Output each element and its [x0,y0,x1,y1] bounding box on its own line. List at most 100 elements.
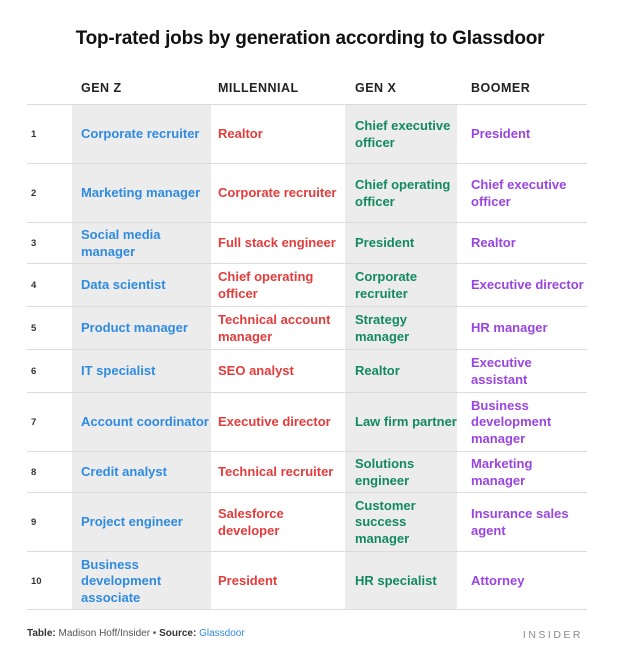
cell-genz-text: Data scientist [81,277,166,293]
cell-genz-text: Account coordinator [81,414,209,430]
footer-table-label: Table: [27,628,56,639]
cell-genz: Business development associate [81,552,211,611]
col-header-genx: GEN X [355,81,397,95]
cell-millennial: SEO analyst [218,350,348,393]
row-rank: 3 [31,237,37,249]
cell-genx: Chief executive officer [355,105,460,164]
cell-genz: Product manager [81,307,211,350]
table-row: 3 Social media manager Full stack engineer… [27,222,587,263]
cell-genx: Corporate recruiter [355,264,460,307]
cell-genx: Law firm partner [355,393,460,452]
row-rank: 9 [31,516,37,528]
row-rank: 4 [31,279,37,291]
cell-genz: Social media manager [81,223,211,264]
cell-millennial-text: Corporate recruiter [218,185,337,201]
table-row: 5 Product manager Technical account manage… [27,306,587,349]
cell-genz-text: Marketing manager [81,185,201,201]
cell-boomer-text: President [471,126,531,142]
table-row: 8 Credit analyst Technical recruiter Soluti… [27,451,587,492]
cell-genz: Marketing manager [81,164,211,223]
row-rank: 8 [31,466,37,478]
cell-genx-text: President [355,235,415,251]
footer-source-link[interactable]: Glassdoor [196,628,245,639]
cell-genx-text: Solutions engineer [355,456,415,488]
cell-genz: Credit analyst [81,452,211,493]
cell-genz-text: Project engineer [81,514,183,530]
column-shade-genz [72,104,211,610]
cell-genx: Solutions engineer [355,452,460,493]
cell-boomer: Executive director [471,264,586,307]
cell-boomer: HR manager [471,307,586,350]
cell-millennial-text: President [218,573,278,589]
cell-millennial-text: Executive director [218,414,331,430]
col-header-boomer: BOOMER [471,81,531,95]
cell-boomer-text: Business development manager [471,397,552,446]
row-rank: 2 [31,187,37,199]
cell-boomer-text: Realtor [471,235,516,251]
cell-boomer: Realtor [471,223,586,264]
cell-genx-text: Customer success manager [355,497,416,546]
table-row: 4 Data scientist Chief operating officer Co… [27,263,587,306]
cell-boomer: Chief executive officer [471,164,586,223]
row-rank: 1 [31,128,37,140]
cell-genz-text: Product manager [81,320,188,336]
cell-millennial: Technical recruiter [218,452,348,493]
cell-millennial-text: Technical account manager [218,312,331,344]
cell-millennial-text: Technical recruiter [218,464,334,480]
cell-genx: Customer success manager [355,493,460,552]
cell-genz: Corporate recruiter [81,105,211,164]
column-shade-genx [345,104,457,610]
cell-boomer-text: Chief executive officer [471,177,567,209]
cell-genx-text: HR specialist [355,573,437,589]
cell-genz: Project engineer [81,493,211,552]
cell-boomer-text: Insurance sales agent [471,506,569,538]
cell-boomer-text: Marketing manager [471,456,533,488]
cell-millennial: President [218,552,348,611]
row-rank: 6 [31,365,37,377]
row-rank: 10 [31,575,42,587]
cell-genx-text: Strategy manager [355,312,410,344]
cell-genz-text: IT specialist [81,363,156,379]
table-header-row: GEN Z MILLENNIAL GEN X BOOMER [27,73,587,103]
cell-millennial: Salesforce developer [218,493,348,552]
footer-table-credit: Madison Hoff/Insider • [55,628,160,639]
cell-genz: Data scientist [81,264,211,307]
cell-millennial: Technical account manager [218,307,348,350]
row-rank: 5 [31,322,37,334]
footer-source-label: Source: [159,628,197,639]
cell-boomer: Marketing manager [471,452,586,493]
cell-boomer: Executive assistant [471,350,586,393]
footer-credit: Table: Madison Hoff/Insider • Source: Gl… [27,628,245,639]
cell-boomer: Insurance sales agent [471,493,586,552]
col-header-genz: GEN Z [81,81,122,95]
cell-genx: Strategy manager [355,307,460,350]
cell-boomer-text: Executive assistant [471,355,532,387]
cell-genz: IT specialist [81,350,211,393]
table-row: 10 Business development associate Presiden… [27,551,587,610]
cell-genz-text: Business development associate [81,556,162,605]
cell-millennial-text: SEO analyst [218,363,294,379]
cell-genx: HR specialist [355,552,460,611]
cell-genx: Realtor [355,350,460,393]
table-row: 2 Marketing manager Corporate recruiter Chi… [27,163,587,222]
cell-boomer-text: Executive director [471,277,584,293]
cell-millennial-text: Salesforce developer [218,506,284,538]
cell-millennial: Corporate recruiter [218,164,348,223]
table-row: 6 IT specialist SEO analyst Realtor Executiv… [27,349,587,392]
cell-boomer: Attorney [471,552,586,611]
cell-millennial: Full stack engineer [218,223,348,264]
cell-genx: President [355,223,460,264]
cell-millennial: Realtor [218,105,348,164]
col-header-millennial: MILLENNIAL [218,81,299,95]
cell-genx: Chief operating officer [355,164,460,223]
cell-millennial-text: Realtor [218,126,263,142]
cell-boomer-text: HR manager [471,320,548,336]
cell-millennial-text: Chief operating officer [218,269,314,301]
cell-boomer: President [471,105,586,164]
cell-genx-text: Corporate recruiter [355,269,418,301]
cell-genx-text: Realtor [355,363,400,379]
row-rank: 7 [31,416,37,428]
cell-genz: Account coordinator [81,393,211,452]
chart-title: Top-rated jobs by generation according t… [75,28,545,49]
cell-millennial: Executive director [218,393,348,452]
